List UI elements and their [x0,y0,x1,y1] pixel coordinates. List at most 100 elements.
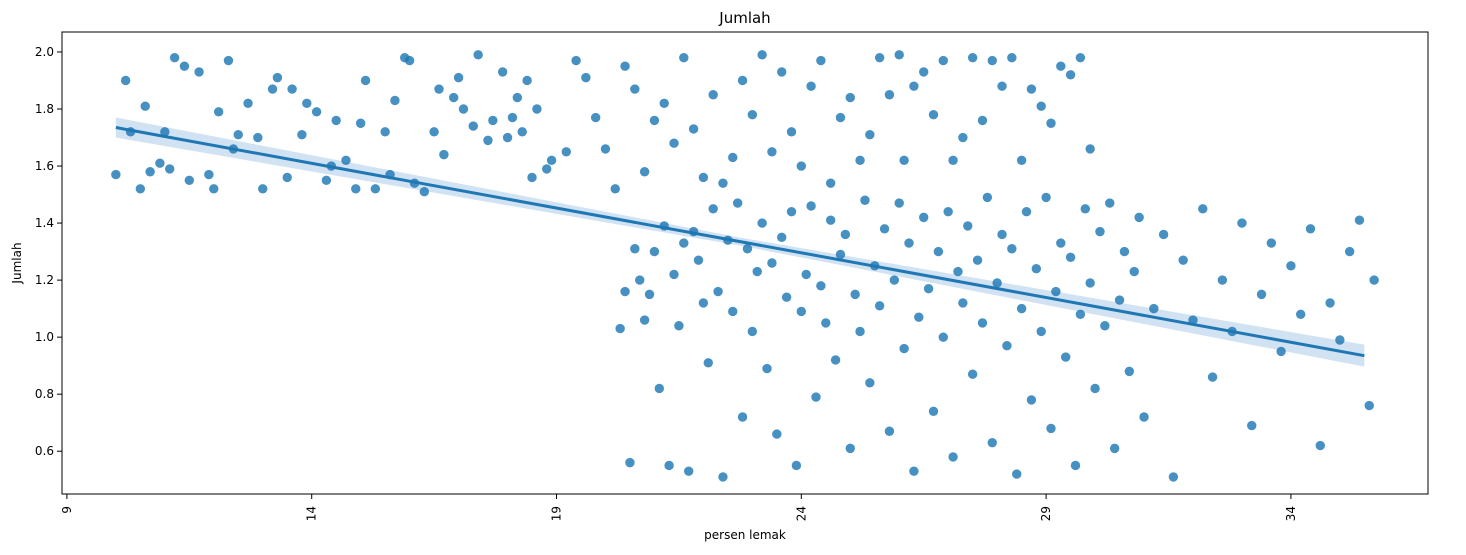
data-point [1364,400,1374,411]
data-point [532,104,542,114]
data-point [390,95,400,106]
data-point [698,298,709,308]
data-point [1149,303,1159,314]
data-point [625,457,635,468]
data-point [811,392,821,402]
data-point [777,232,787,243]
data-point [600,144,611,154]
y-tick-label: 2.0 [35,45,54,59]
y-tick-label: 1.6 [35,159,54,173]
data-point [502,132,513,143]
data-point [801,269,811,280]
data-point [272,72,283,83]
data-point [630,84,640,94]
data-point [835,112,846,123]
data-point [542,164,552,174]
data-point [1090,383,1100,394]
data-point [654,383,665,394]
data-point [155,158,165,168]
data-point [1016,155,1027,166]
data-point [1344,246,1355,257]
data-point [963,221,973,231]
data-point [757,218,767,228]
x-tick-label: 9 [60,506,74,514]
data-point [669,269,679,280]
regression-line [115,126,1365,358]
data-point [1217,275,1228,285]
data-point [938,332,948,342]
data-point [429,127,439,137]
data-point [639,315,650,325]
data-point [840,229,851,240]
data-point [767,147,777,157]
data-point [708,90,718,100]
data-point [688,124,699,134]
plot-frame [61,31,1429,495]
data-point [674,321,684,331]
data-point [321,175,332,185]
data-point [1105,198,1115,208]
data-point [1026,84,1037,94]
y-tick-label: 1.4 [35,216,54,230]
data-point [1237,218,1247,228]
data-point [972,255,983,265]
data-point [708,204,718,214]
data-point [786,206,797,217]
data-point [737,412,748,422]
data-point [948,155,958,166]
data-point [468,121,478,131]
data-point [1075,52,1086,63]
data-point [992,278,1002,288]
data-point [439,149,449,160]
data-point [987,437,997,448]
data-point [351,184,361,194]
data-point [1114,295,1125,305]
data-point [1178,255,1188,265]
y-tick-label: 0.8 [35,387,54,401]
x-tick-label: 29 [1039,506,1053,521]
data-point [209,184,219,194]
data-point [737,75,748,86]
data-point [160,127,170,137]
data-point [796,306,807,317]
data-point [679,52,689,63]
data-point [938,55,948,66]
data-point [904,238,914,248]
data-point [243,98,253,108]
data-point [742,244,753,254]
data-point [909,466,919,476]
data-point [620,61,630,71]
data-point [517,127,527,137]
data-point [718,472,728,482]
data-point [713,286,723,297]
data-point [370,184,381,194]
data-point [928,406,939,416]
data-point [923,283,934,294]
data-point [331,115,341,126]
data-point [512,92,523,103]
data-point [693,255,704,265]
data-point [360,75,371,86]
data-point [1002,341,1012,351]
data-point [258,184,268,194]
data-point [546,155,557,166]
data-point [958,298,968,308]
data-point [1369,275,1379,285]
data-point [169,52,180,63]
data-point [825,178,836,188]
data-point [865,378,875,388]
data-point [835,249,846,260]
data-point [884,426,895,436]
data-point [267,84,278,94]
chart-title: Jumlah [718,9,770,27]
data-point [664,460,674,471]
data-point [781,292,792,302]
data-point [179,61,190,71]
data-point [223,55,234,66]
data-point [796,161,807,171]
data-point [522,75,532,86]
data-point [1056,238,1066,248]
data-point [953,266,963,277]
data-point [1100,321,1110,331]
